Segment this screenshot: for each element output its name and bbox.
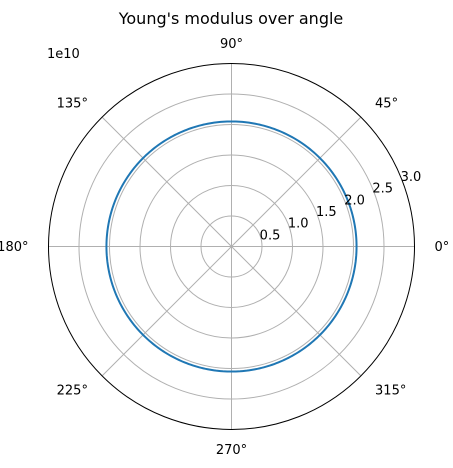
label-layer: 0° 45° 90° 135° 180° 225° 270° 315° 0.5 1.0 1.5 2.0… [0,37,449,458]
theta-tick-label-45: 45° [375,96,398,111]
theta-tick-label-315: 315° [375,384,406,399]
r-tick-label-3: 2.0 [344,193,365,208]
theta-tick-label-135: 135° [57,96,88,111]
theta-tick-label-90: 90° [220,37,243,52]
r-tick-label-5: 3.0 [401,170,422,185]
theta-tick-label-180: 180° [0,240,29,255]
series-line-0 [105,120,358,373]
r-tick-label-1: 1.0 [288,217,309,232]
chart-title: Young's modulus over angle [118,9,344,28]
r-tick-label-4: 2.5 [372,182,393,197]
theta-tick-label-225: 225° [57,384,88,399]
theta-tick-label-0: 0° [435,240,450,255]
series-layer [105,120,358,373]
angular-gridline-1 [231,116,362,247]
r-tick-label-0: 0.5 [260,228,281,243]
theta-tick-label-270: 270° [216,443,247,458]
grid-layer [48,63,415,430]
polar-spine [48,63,415,430]
r-tick-label-2: 1.5 [316,205,337,220]
radial-offset-label: 1e10 [47,47,80,62]
angular-gridline-3 [101,116,232,247]
angular-gridline-7 [231,246,362,377]
angular-gridline-5 [101,246,232,377]
